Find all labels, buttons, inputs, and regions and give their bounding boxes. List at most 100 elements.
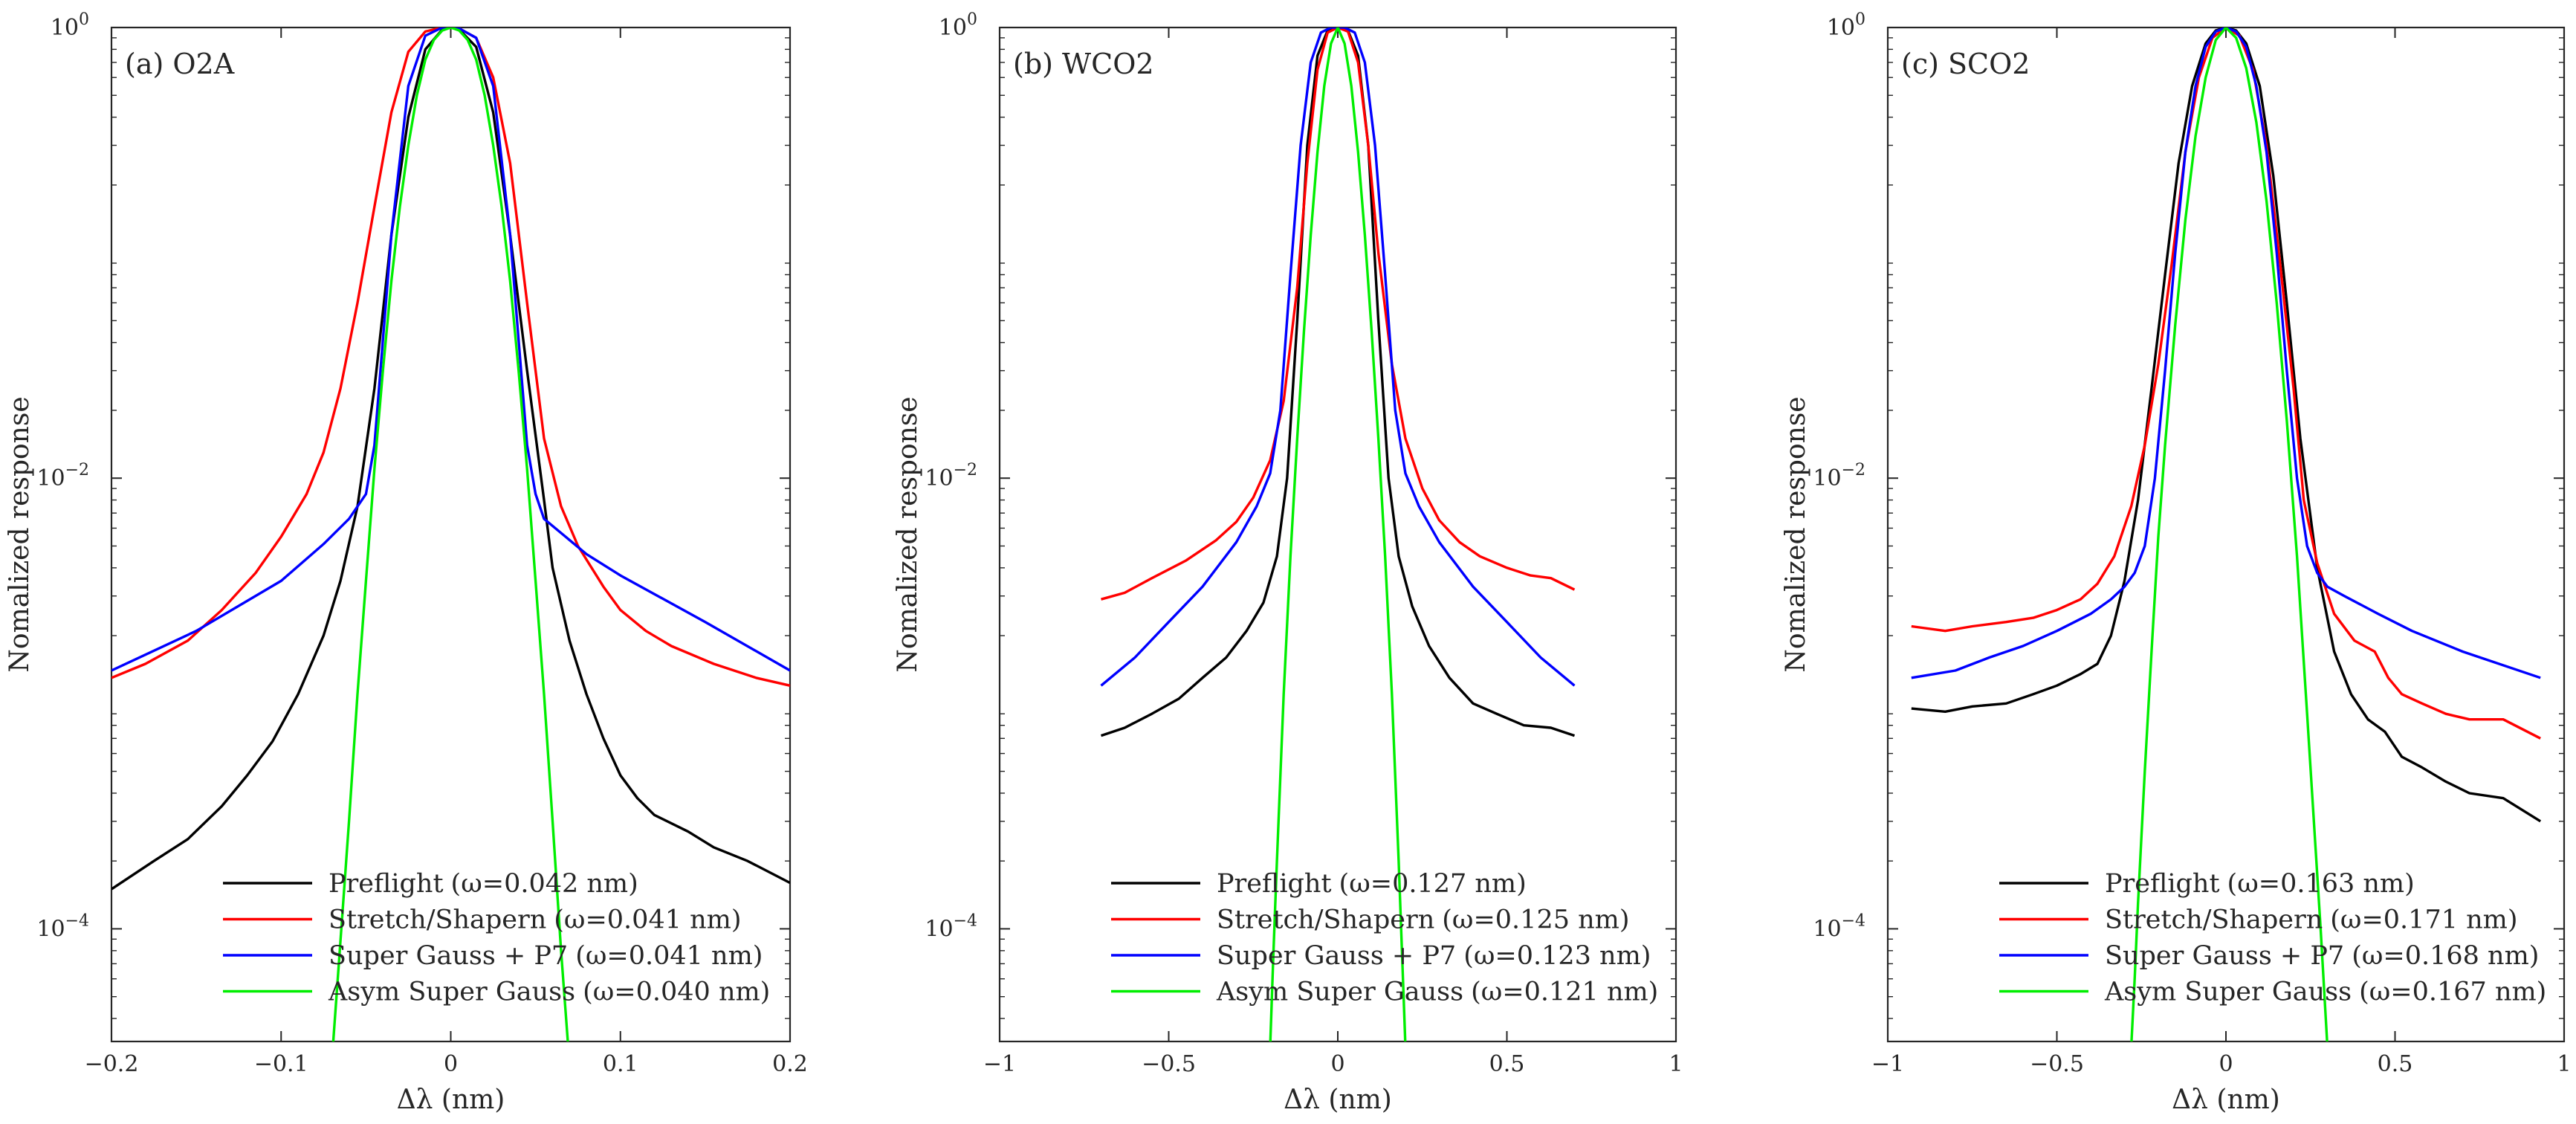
x-tick-label: 0.1: [603, 1051, 638, 1077]
x-tick: −1: [1871, 28, 1904, 1077]
y-tick-exponent: −2: [954, 461, 977, 479]
y-axis-label: Nomalized response: [4, 396, 35, 672]
x-tick-label: 0: [1330, 1051, 1344, 1077]
legend-series-name: Super Gauss + P7: [329, 941, 568, 971]
legend-label: Stretch/Shapern (ω=0.041 nm): [329, 905, 742, 935]
legend-item: Stretch/Shapern (ω=0.171 nm): [1999, 905, 2518, 935]
x-axis-label: Δλ (nm): [1284, 1085, 1392, 1115]
y-tick: 10−2: [36, 461, 790, 491]
legend-label: Stretch/Shapern (ω=0.125 nm): [1217, 905, 1630, 935]
legend-label: Asym Super Gauss (ω=0.121 nm): [1216, 978, 1658, 1007]
y-tick-exponent: 0: [1855, 10, 1865, 29]
series-line-super-gauss-p7: [111, 28, 790, 672]
legend-series-name: Asym Super Gauss: [328, 978, 575, 1007]
legend-series-name: Preflight: [2105, 869, 2220, 899]
x-tick-label: −0.5: [2030, 1051, 2084, 1077]
legend-width-label: (ω=0.042 nm): [451, 869, 638, 899]
panel-title: (b) WCO2: [1013, 48, 1154, 80]
y-tick-exponent: −4: [954, 911, 977, 930]
x-tick-label: 0.5: [2378, 1051, 2413, 1077]
y-axis-label: Nomalized response: [893, 396, 923, 672]
series-line-preflight: [1911, 28, 2542, 823]
legend-item: Preflight (ω=0.163 nm): [1999, 869, 2415, 899]
legend-label: Preflight (ω=0.127 nm): [1217, 869, 1527, 899]
legend-width-label: (ω=0.123 nm): [1463, 941, 1651, 971]
x-tick-label: 1: [1669, 1051, 1683, 1077]
x-tick: 0.2: [772, 28, 808, 1077]
y-tick-label: 10−4: [36, 911, 89, 942]
legend-label: Stretch/Shapern (ω=0.171 nm): [2105, 905, 2518, 935]
x-tick: 1: [2557, 28, 2572, 1077]
y-tick-label: 100: [1827, 10, 1865, 41]
y-tick-label: 100: [51, 10, 89, 41]
legend-item: Preflight (ω=0.127 nm): [1111, 869, 1527, 899]
y-tick-base: 10: [36, 465, 65, 491]
x-tick-label: 0: [444, 1051, 458, 1077]
legend-width-label: (ω=0.127 nm): [1339, 869, 1527, 899]
legend-series-name: Super Gauss + P7: [1217, 941, 1456, 971]
x-tick-label: 1: [2557, 1051, 2571, 1077]
series-line-stretch-shapern: [1911, 28, 2541, 740]
y-tick-label: 10−2: [925, 461, 977, 491]
series-line-asym-super-gauss: [2130, 28, 2329, 1041]
series-line-stretch-shapern: [111, 28, 790, 687]
legend: Preflight (ω=0.163 nm)Stretch/Shapern (ω=0…: [1999, 869, 2546, 1007]
y-tick: 10−4: [925, 911, 1676, 942]
x-tick: 0.5: [2378, 28, 2413, 1077]
y-tick-base: 10: [925, 916, 953, 942]
x-tick-label: 0: [2219, 1051, 2233, 1077]
legend-item: Asym Super Gauss (ω=0.167 nm): [1999, 978, 2546, 1007]
y-tick-exponent: 0: [79, 10, 89, 29]
legend: Preflight (ω=0.042 nm) Stretch/Shapern (ω=0…: [223, 869, 770, 1007]
legend-label: Super Gauss + P7 (ω=0.168 nm): [2105, 941, 2539, 971]
legend-label: Asym Super Gauss (ω=0.167 nm): [2104, 978, 2546, 1007]
legend-series-name: Preflight: [1217, 869, 1332, 899]
legend-width-label: (ω=0.168 nm): [2352, 941, 2539, 971]
y-tick-label: 10−4: [1813, 911, 1865, 942]
y-tick-exponent: −4: [65, 911, 89, 930]
x-tick-label: −1: [983, 1051, 1016, 1077]
legend-series-name: Stretch/Shapern: [329, 905, 546, 935]
legend-item: Super Gauss + P7 (ω=0.168 nm): [1999, 941, 2539, 971]
y-tick-base: 10: [36, 916, 65, 942]
x-tick: 0: [444, 28, 458, 1077]
plot-area: [111, 28, 790, 1041]
legend-width-label: (ω=0.040 nm): [583, 978, 770, 1007]
legend-series-name: Asym Super Gauss: [1216, 978, 1463, 1007]
legend-label: Preflight (ω=0.163 nm): [2105, 869, 2415, 899]
series-line-stretch-shapern: [1101, 28, 1576, 601]
series-line-preflight: [1100, 28, 1576, 737]
legend: Preflight (ω=0.127 nm) Stretch/Shapern (ω=0…: [1111, 869, 1658, 1007]
y-axis-label: Nomalized response: [1781, 396, 1811, 672]
legend-series-name: Stretch/Shapern: [2105, 905, 2323, 935]
legend-series-name: Asym Super Gauss: [2104, 978, 2352, 1007]
y-tick-base: 10: [939, 15, 967, 41]
legend-item: Super Gauss + P7 (ω=0.041 nm): [223, 941, 763, 971]
y-tick: 10−4: [1813, 911, 2564, 942]
plot-area: [1911, 28, 2542, 1041]
y-tick-exponent: 0: [967, 10, 977, 29]
x-axis-label: Δλ (nm): [2172, 1085, 2280, 1115]
x-tick-label: −0.1: [254, 1051, 308, 1077]
y-tick: 100: [51, 10, 790, 41]
series-line-super-gauss-p7: [1100, 28, 1576, 687]
x-tick-label: −0.2: [85, 1051, 139, 1077]
panel-title: (c) SCO2: [1901, 48, 2030, 80]
y-tick: 100: [1827, 10, 2564, 41]
x-tick: 1: [1669, 28, 1683, 1077]
y-tick: 100: [939, 10, 1676, 41]
legend-item: Preflight (ω=0.042 nm): [223, 869, 638, 899]
legend-item: Asym Super Gauss (ω=0.040 nm): [223, 978, 770, 1007]
legend-item: Stretch/Shapern (ω=0.125 nm): [1111, 905, 1630, 935]
series-line-preflight: [111, 28, 790, 891]
legend-label: Super Gauss + P7 (ω=0.123 nm): [1217, 941, 1651, 971]
x-tick: −0.1: [254, 28, 308, 1077]
legend-label: Preflight (ω=0.042 nm): [329, 869, 638, 899]
legend-width-label: (ω=0.171 nm): [2330, 905, 2517, 935]
legend-series-name: Super Gauss + P7: [2105, 941, 2344, 971]
legend-item: Stretch/Shapern (ω=0.041 nm): [223, 905, 742, 935]
y-tick: 10−4: [36, 911, 790, 942]
y-tick-base: 10: [1813, 465, 1841, 491]
